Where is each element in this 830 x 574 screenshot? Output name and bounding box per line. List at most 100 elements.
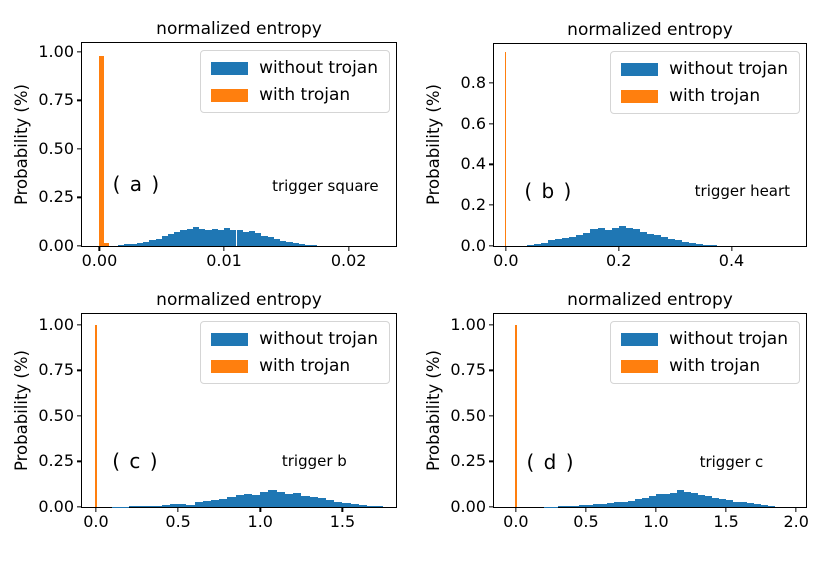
plot-area-c: without trojan with trojan ( c ) trigger… [38,313,397,530]
y-tick-label: 0.75 [38,90,74,110]
x-tick-label: 0.2 [605,251,632,270]
y-tick-mark [77,245,82,247]
y-tick-mark [77,99,82,102]
y-tick-mark [77,460,82,463]
x-tick-mark [341,507,344,512]
histogram-bar [670,493,678,507]
histogram-bar [268,490,277,507]
histogram-bar [625,227,633,246]
y-tick-label: 0.75 [450,360,486,380]
histogram-bar [219,498,228,507]
histogram-bar [726,499,734,507]
y-tick-mark [77,196,82,199]
histogram-bar [710,245,718,246]
histogram-bar [754,504,762,507]
legend-label: without trojan [259,58,378,78]
histogram-bar [186,504,195,507]
y-tick-label: 1.00 [450,314,486,334]
x-tick-label: 0.5 [165,512,191,531]
histogram-bar [703,244,711,246]
legend-swatch-blue-icon [211,61,249,75]
histogram-bar [375,506,384,507]
histogram-bar [284,494,294,507]
histogram-bar [569,236,577,246]
legend-entry-without-trojan: without trojan [621,60,788,79]
panel-c: normalized entropy Probability (%) witho… [12,290,397,530]
histogram-bar [590,228,598,246]
histogram-bar [210,499,220,507]
legend-entry-without-trojan: without trojan [211,330,378,349]
chart-title: normalized entropy [156,289,322,310]
histogram-bar [174,232,181,246]
panel-letter: ( b ) [524,179,573,204]
legend-label: with trojan [259,84,351,105]
panel-b: normalized entropy Probability (%) witho… [424,20,807,269]
x-tick-label: 0.0 [503,512,529,531]
trigger-label: trigger c [699,453,764,472]
histogram-bar [571,505,579,507]
histogram-bar [236,230,243,246]
x-tick-label: 1.5 [329,512,356,531]
histogram-bar [611,228,619,246]
x-tick-mark [505,246,507,251]
histogram-bar [639,231,647,246]
legend-label: without trojan [669,59,788,79]
legend-swatch-blue-icon [211,332,249,346]
histogram-bar [691,493,699,507]
histogram-bar [178,504,187,507]
x-tick-mark [795,507,797,512]
histogram-bar [199,228,206,246]
y-axis-label: Probability (%) [11,83,31,206]
legend-swatch-orange-icon [621,359,659,373]
histogram-bar [149,240,156,246]
y-tick-mark [489,82,494,84]
histogram-bar [137,506,146,507]
y-tick-label: 1.00 [38,41,74,61]
chart-title: normalized entropy [567,19,733,40]
histogram-bar [768,505,776,507]
histogram-bar [548,239,556,246]
histogram-bar [242,232,249,246]
y-tick-mark [489,506,494,508]
histogram-bar [583,232,591,246]
histogram-bar [136,242,144,246]
y-tick-label: 0.25 [450,451,486,471]
histogram-bar [118,245,125,246]
trigger-label: trigger b [281,452,347,471]
x-tick-mark [177,507,179,512]
histogram-bar [696,244,704,246]
histogram-bar [145,505,154,507]
histogram-bar [578,505,586,507]
legend-label: without trojan [259,329,378,349]
histogram-bar [205,229,212,246]
panel-letter: ( c ) [112,449,160,474]
x-tick-mark [223,246,225,251]
y-tick-mark [489,122,494,125]
legend-entry-with-trojan: with trojan [621,356,788,376]
y-tick-label: 0.2 [460,195,486,215]
histogram-bar [224,228,231,246]
histogram-bar [267,237,274,246]
histogram-bar [534,244,542,246]
histogram-bar [592,504,600,507]
histogram-bar [541,243,549,246]
legend: without trojan with trojan [610,51,800,115]
x-tick-mark [95,507,97,512]
y-tick-mark [489,369,494,372]
histogram-bar [130,243,137,246]
plot-area-d: without trojan with trojan ( d ) trigger… [450,313,809,530]
histogram-bar [675,239,683,246]
x-tick-label: 1.0 [643,512,669,531]
y-tick-label: 0.75 [38,360,74,380]
histogram-bar [627,500,635,507]
y-tick-label: 0.4 [460,154,486,174]
histogram-bar [712,497,720,507]
y-tick-label: 1.00 [38,314,74,334]
histogram-bar [562,237,570,246]
histogram-bar [576,234,584,246]
histogram-bar [733,501,741,507]
histogram-bar [555,239,563,246]
y-tick-label: 0.00 [38,497,74,516]
x-tick-mark [725,507,727,512]
histogram-bar [161,236,168,246]
